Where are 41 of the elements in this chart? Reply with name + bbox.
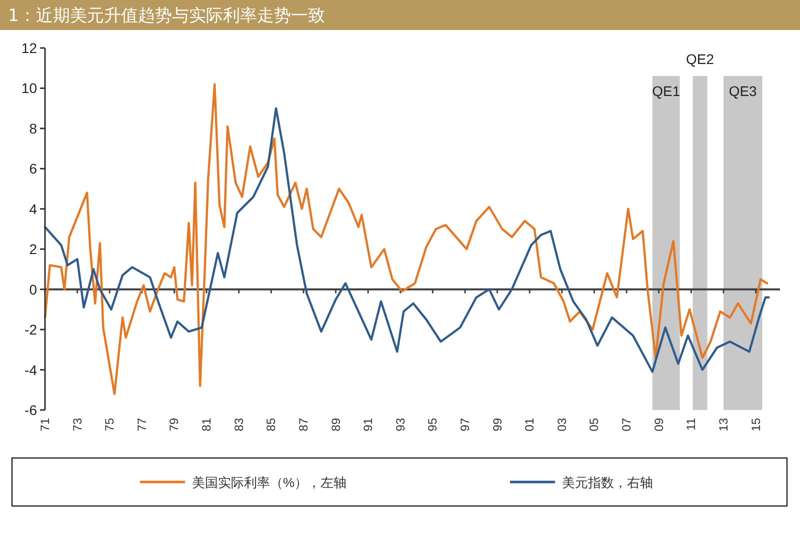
x-tick-label: 95 [426,418,440,432]
y-tick-label: 8 [29,120,38,136]
x-tick-label: 13 [716,418,730,432]
x-tick-label: 73 [70,418,84,432]
y-tick-label: -4 [24,362,38,378]
x-tick-label: 79 [167,418,182,432]
y-tick-label: -2 [24,322,38,338]
x-tick-label: 99 [490,418,504,432]
legend-label: 美国实际利率（%），左轴 [192,475,347,490]
line-series [44,107,770,373]
x-tick-label: 97 [458,418,472,432]
x-tick-label: 11 [684,418,698,430]
x-tick-label: 05 [587,418,602,432]
chart-title: 1：近期美元升值趋势与实际利率走势一致 [8,6,325,26]
y-tick-label: 6 [29,160,38,177]
x-tick-label: 83 [232,418,246,432]
x-tick-label: 91 [361,418,376,432]
x-tick-label: 81 [200,418,214,432]
x-tick-label: 77 [134,418,149,432]
x-tick-label: 93 [393,418,408,432]
x-tick-label: 71 [38,418,52,432]
y-tick-label: 10 [21,80,38,96]
x-tick-label: 01 [522,418,537,432]
x-tick-label: 85 [264,418,278,432]
y-tick-label: 4 [29,200,38,217]
line-series [44,83,768,396]
y-tick-label: 0 [29,281,38,298]
y-tick-label: 2 [29,241,38,258]
x-tick-label: 89 [328,418,343,432]
band-label: QE3 [728,83,758,99]
x-tick-label: 15 [748,418,763,432]
x-tick-label: 07 [620,418,634,432]
band-label: QE2 [686,51,714,67]
legend-label: 美元指数，右轴 [562,475,653,490]
y-tick-label: -6 [24,402,38,418]
x-tick-label: 09 [652,418,666,432]
y-tick-label: 12 [21,40,38,56]
x-tick-label: 75 [102,418,117,432]
band-label: QE1 [652,83,680,99]
x-tick-label: 87 [296,418,310,432]
x-tick-label: 03 [554,418,569,432]
